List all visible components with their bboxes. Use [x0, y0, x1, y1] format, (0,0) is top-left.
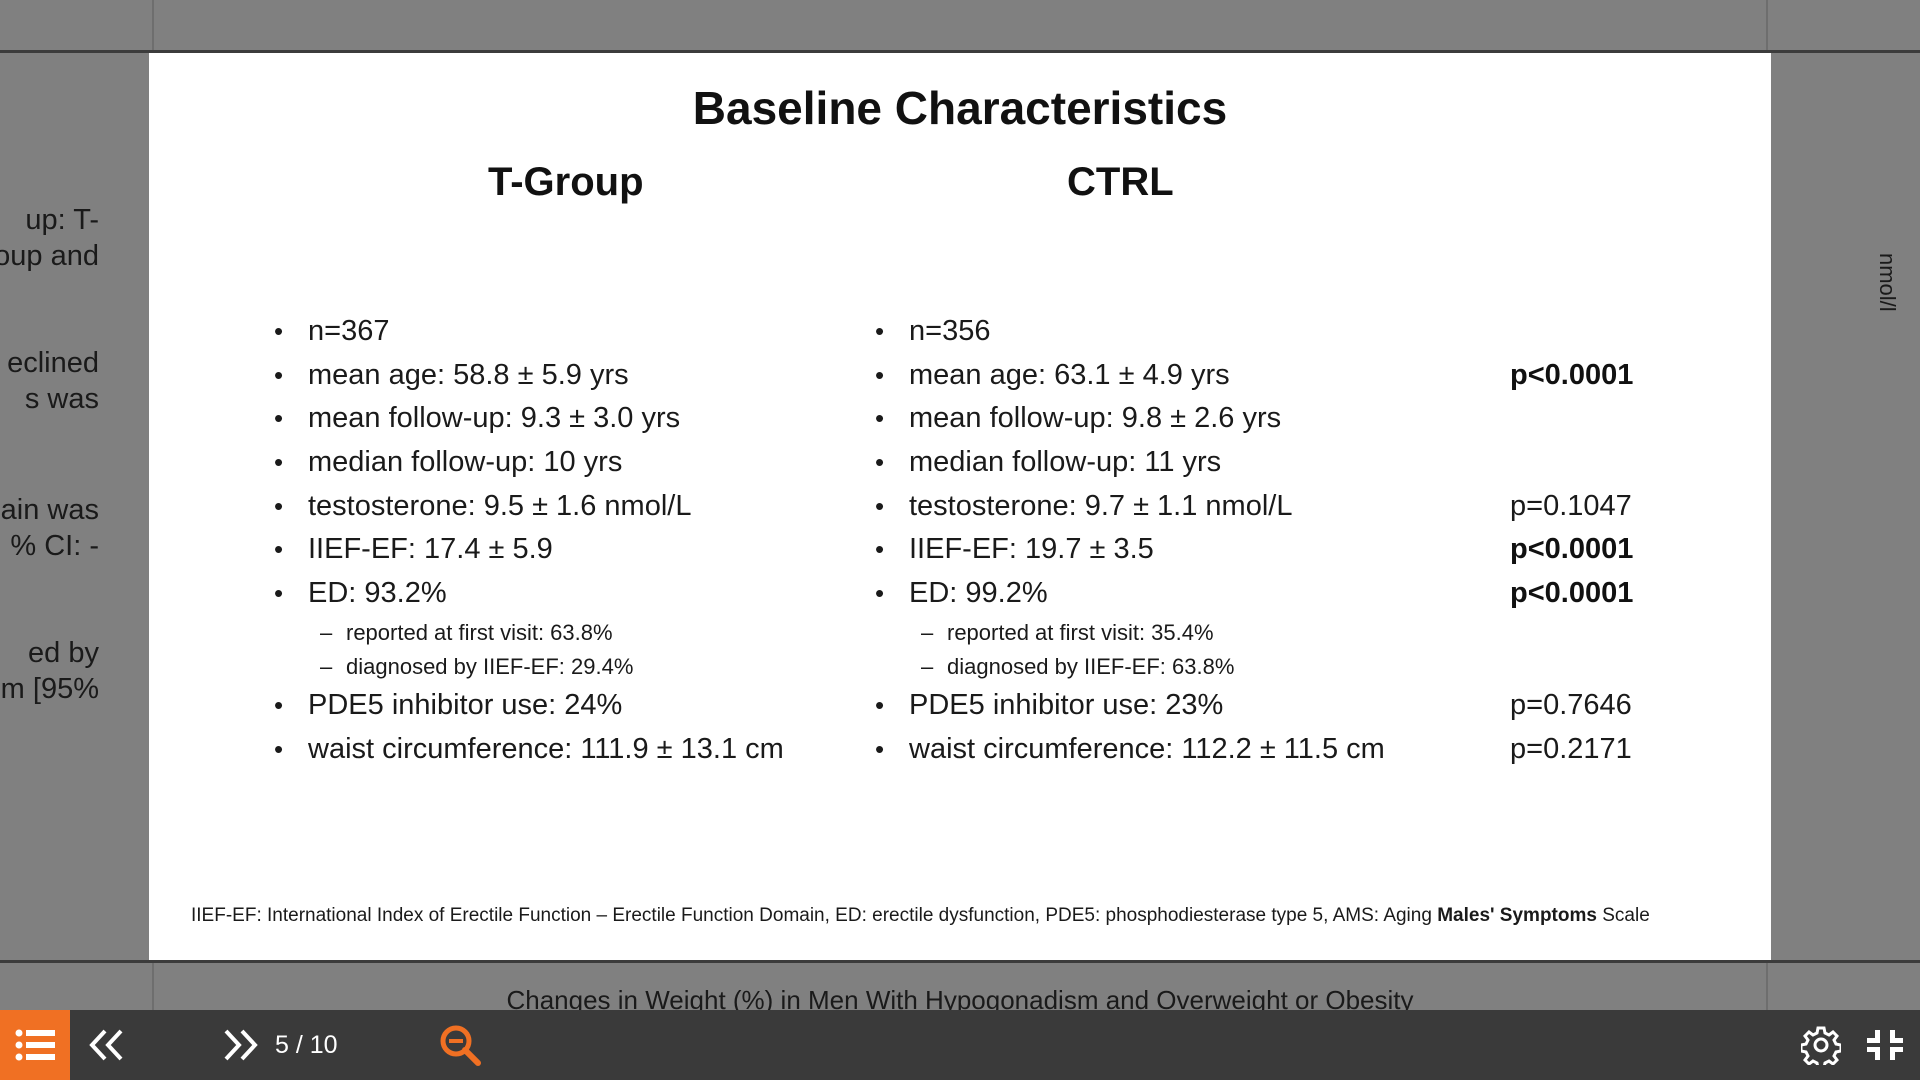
list-item: testosterone: 9.5 ± 1.6 nmol/L	[274, 485, 784, 529]
list-item: n=367	[274, 310, 784, 354]
sub-item: diagnosed by IIEF-EF: 29.4%	[274, 650, 784, 684]
footnote-tail: Scale	[1596, 905, 1650, 926]
chevrons-right-icon	[224, 1029, 258, 1061]
list-item: median follow-up: 11 yrs	[875, 441, 1385, 485]
table-of-contents-button[interactable]	[0, 1010, 70, 1080]
gear-icon	[1801, 1026, 1841, 1065]
p-value-column: p<0.0001 p=0.1047 p<0.0001 p<0.0001 p=0.…	[1510, 310, 1633, 771]
fragment-text: % CI: -	[10, 530, 99, 562]
viewer-toolbar: 5 / 10	[0, 1010, 1920, 1080]
p-value: p<0.0001	[1510, 533, 1634, 566]
previous-slide-strip	[152, 0, 1768, 52]
p-value: p<0.0001	[1510, 577, 1634, 610]
list-item: median follow-up: 10 yrs	[274, 441, 784, 485]
ctrl-list: n=356 mean age: 63.1 ± 4.9 yrs mean foll…	[875, 310, 1385, 771]
p-value: p=0.1047	[1510, 489, 1632, 522]
ctrl-header: CTRL	[1067, 160, 1174, 204]
exit-fullscreen-icon	[1867, 1030, 1903, 1060]
p-value: p=0.7646	[1510, 688, 1632, 721]
p-value: p<0.0001	[1510, 358, 1634, 391]
previous-slide-button[interactable]	[72, 1010, 142, 1080]
sub-item: reported at first visit: 63.8%	[274, 616, 784, 650]
footnote-text: IIEF-EF: International Index of Erectile…	[191, 905, 1438, 926]
fragment-text: up: T-	[25, 204, 99, 236]
p-value	[1510, 441, 1633, 485]
p-value	[1510, 397, 1633, 441]
list-item: mean follow-up: 9.3 ± 3.0 yrs	[274, 397, 784, 441]
list-item: testosterone: 9.7 ± 1.1 nmol/L	[875, 485, 1385, 529]
previous-slide-fragment: up: T- oup and eclined s was ain was % C…	[0, 53, 150, 961]
list-item: IIEF-EF: 17.4 ± 5.9	[274, 528, 784, 572]
fragment-text: nmol/l	[1875, 253, 1900, 312]
list-item: waist circumference: 112.2 ± 11.5 cm	[875, 728, 1385, 772]
top-divider	[0, 50, 1920, 53]
page-indicator: 5 / 10	[275, 1030, 338, 1059]
t-group-list: n=367 mean age: 58.8 ± 5.9 yrs mean foll…	[274, 310, 784, 771]
list-icon	[15, 1029, 55, 1061]
list-item: ED: 99.2%	[875, 572, 1385, 616]
fragment-text: ed by	[28, 637, 99, 669]
sub-item: reported at first visit: 35.4%	[875, 616, 1385, 650]
t-group-header: T-Group	[488, 160, 644, 204]
fragment-text: m [95%	[0, 673, 99, 705]
list-item: mean age: 63.1 ± 4.9 yrs	[875, 354, 1385, 398]
exit-fullscreen-button[interactable]	[1850, 1010, 1920, 1080]
zoom-out-icon	[440, 1025, 481, 1066]
settings-button[interactable]	[1786, 1010, 1856, 1080]
list-item: mean follow-up: 9.8 ± 2.6 yrs	[875, 397, 1385, 441]
next-slide-button[interactable]	[205, 1010, 275, 1080]
next-slide-title: Changes in Weight (%) in Men With Hypogo…	[506, 985, 1414, 1010]
list-item: waist circumference: 111.9 ± 13.1 cm	[274, 728, 784, 772]
list-item: n=356	[875, 310, 1385, 354]
p-value	[1510, 310, 1633, 354]
footnote: IIEF-EF: International Index of Erectile…	[191, 905, 1650, 927]
sub-item: diagnosed by IIEF-EF: 63.8%	[875, 650, 1385, 684]
zoom-out-button[interactable]	[425, 1010, 495, 1080]
list-item: ED: 93.2%	[274, 572, 784, 616]
fragment-text: ain was	[0, 494, 99, 526]
list-item: PDE5 inhibitor use: 24%	[274, 684, 784, 728]
fragment-text: s was	[24, 383, 99, 415]
next-slide-fragment: nmol/l	[1770, 53, 1920, 961]
fragment-text: oup and	[0, 240, 99, 272]
list-item: IIEF-EF: 19.7 ± 3.5	[875, 528, 1385, 572]
list-item: PDE5 inhibitor use: 23%	[875, 684, 1385, 728]
current-slide: Baseline Characteristics T-Group CTRL n=…	[149, 53, 1771, 960]
bottom-divider	[0, 960, 1920, 963]
chevrons-left-icon	[89, 1029, 123, 1061]
p-value: p=0.2171	[1510, 732, 1632, 765]
slide-title: Baseline Characteristics	[692, 82, 1228, 134]
next-slide-strip: Changes in Weight (%) in Men With Hypogo…	[152, 963, 1768, 1010]
list-item: mean age: 58.8 ± 5.9 yrs	[274, 354, 784, 398]
footnote-bold: Males' Symptoms	[1437, 905, 1597, 926]
fragment-text: eclined	[7, 347, 99, 379]
